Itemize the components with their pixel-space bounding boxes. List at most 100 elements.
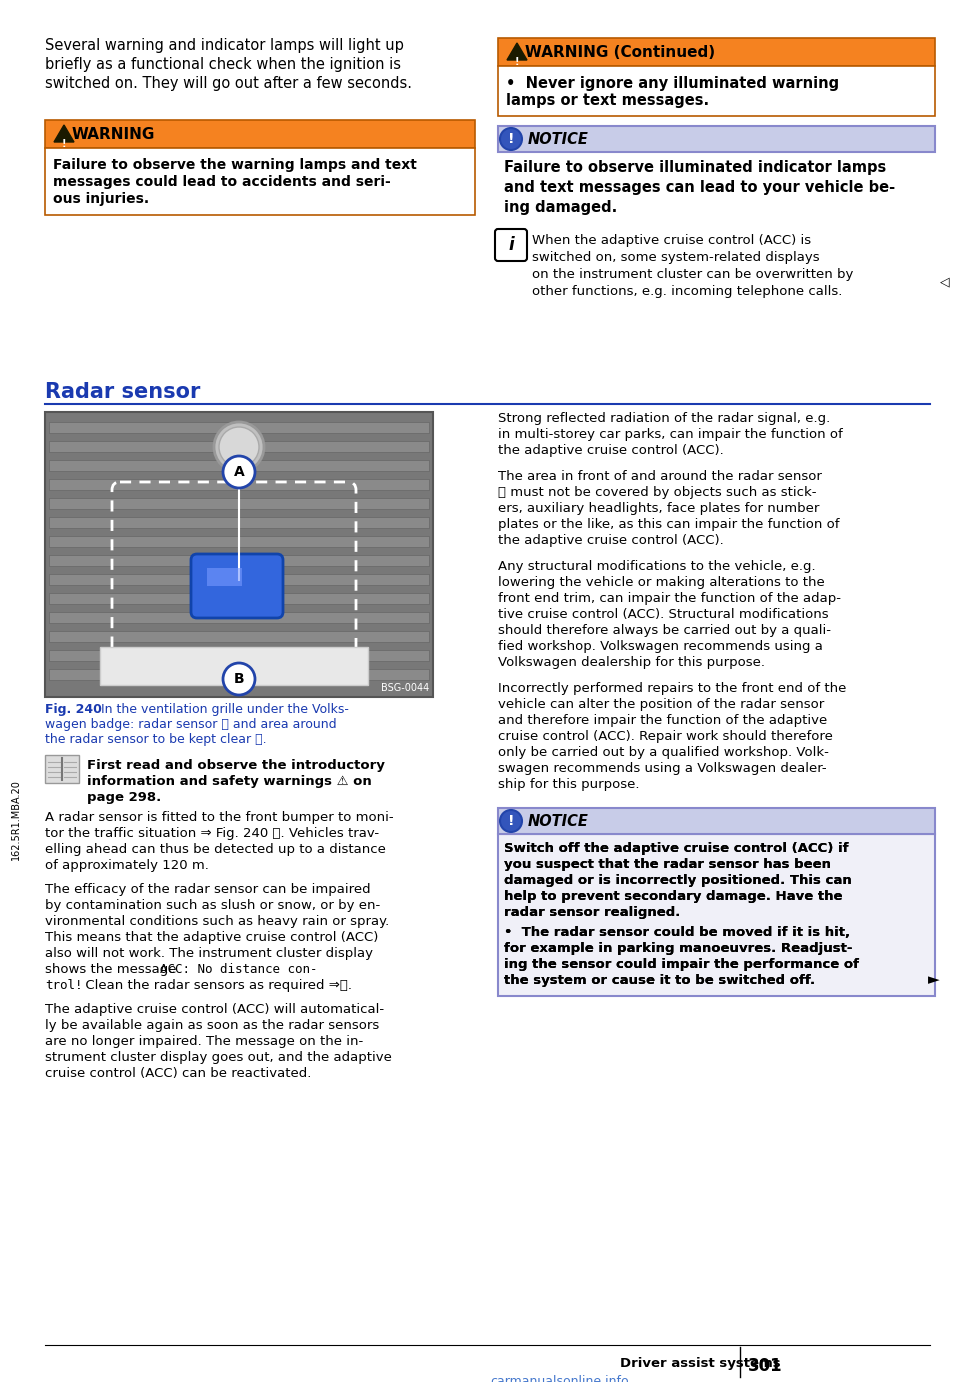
Text: ing damaged.: ing damaged. — [504, 200, 617, 216]
Circle shape — [500, 129, 522, 151]
Text: ACC: No distance con-: ACC: No distance con- — [160, 963, 318, 976]
Text: lamps or text messages.: lamps or text messages. — [506, 93, 709, 108]
Text: When the adaptive cruise control (ACC) is: When the adaptive cruise control (ACC) i… — [532, 234, 811, 247]
Text: ly be available again as soon as the radar sensors: ly be available again as soon as the rad… — [45, 1019, 379, 1032]
Text: radar sensor realigned.: radar sensor realigned. — [504, 907, 681, 919]
Text: cruise control (ACC) can be reactivated.: cruise control (ACC) can be reactivated. — [45, 1067, 311, 1079]
Text: wagen badge: radar sensor Ⓐ and area around: wagen badge: radar sensor Ⓐ and area aro… — [45, 719, 337, 731]
Text: page 298.: page 298. — [87, 791, 161, 804]
Bar — [49, 460, 429, 471]
Text: the radar sensor to be kept clear Ⓑ.: the radar sensor to be kept clear Ⓑ. — [45, 732, 267, 746]
Circle shape — [223, 663, 255, 695]
Text: •  Never ignore any illuminated warning: • Never ignore any illuminated warning — [506, 76, 839, 91]
Text: tor the traffic situation ⇒ Fig. 240 Ⓐ. Vehicles trav-: tor the traffic situation ⇒ Fig. 240 Ⓐ. … — [45, 826, 379, 840]
Text: shows the message: shows the message — [45, 963, 180, 976]
Text: plates or the like, as this can impair the function of: plates or the like, as this can impair t… — [498, 518, 839, 531]
Text: briefly as a functional check when the ignition is: briefly as a functional check when the i… — [45, 57, 401, 72]
Text: vironmental conditions such as heavy rain or spray.: vironmental conditions such as heavy rai… — [45, 915, 389, 927]
Text: ous injuries.: ous injuries. — [53, 192, 149, 206]
Bar — [49, 669, 429, 680]
Bar — [498, 126, 935, 152]
Text: •  The radar sensor could be moved if it is hit,: • The radar sensor could be moved if it … — [504, 926, 851, 938]
Text: messages could lead to accidents and seri-: messages could lead to accidents and ser… — [53, 176, 391, 189]
Text: should therefore always be carried out by a quali-: should therefore always be carried out b… — [498, 625, 831, 637]
Text: This means that the adaptive cruise control (ACC): This means that the adaptive cruise cont… — [45, 931, 378, 944]
Text: !: ! — [515, 57, 519, 66]
Text: lowering the vehicle or making alterations to the: lowering the vehicle or making alteratio… — [498, 576, 825, 589]
Text: front end trim, can impair the function of the adap-: front end trim, can impair the function … — [498, 591, 841, 605]
Bar — [49, 593, 429, 604]
Bar — [49, 612, 429, 623]
Text: swagen recommends using a Volkswagen dealer-: swagen recommends using a Volkswagen dea… — [498, 761, 827, 775]
Text: ing the sensor could impair the performance of: ing the sensor could impair the performa… — [504, 958, 859, 972]
Text: Incorrectly performed repairs to the front end of the: Incorrectly performed repairs to the fro… — [498, 681, 847, 695]
Text: the adaptive cruise control (ACC).: the adaptive cruise control (ACC). — [498, 533, 724, 547]
Text: NOTICE: NOTICE — [528, 814, 588, 828]
Text: Any structural modifications to the vehicle, e.g.: Any structural modifications to the vehi… — [498, 560, 816, 574]
Text: The adaptive cruise control (ACC) will automatical-: The adaptive cruise control (ACC) will a… — [45, 1003, 384, 1016]
Text: A radar sensor is fitted to the front bumper to moni-: A radar sensor is fitted to the front bu… — [45, 811, 394, 824]
Text: ship for this purpose.: ship for this purpose. — [498, 778, 639, 791]
Text: only be carried out by a qualified workshop. Volk-: only be carried out by a qualified works… — [498, 746, 828, 759]
Text: carmanualsonline.info: carmanualsonline.info — [490, 1375, 629, 1382]
Text: !: ! — [508, 814, 515, 828]
Bar — [49, 556, 429, 567]
Text: you suspect that the radar sensor has been: you suspect that the radar sensor has be… — [504, 858, 831, 871]
Bar — [49, 574, 429, 585]
Text: on the instrument cluster can be overwritten by: on the instrument cluster can be overwri… — [532, 268, 853, 281]
Text: the system or cause it to be switched off.: the system or cause it to be switched of… — [504, 974, 815, 987]
Text: strument cluster display goes out, and the adaptive: strument cluster display goes out, and t… — [45, 1050, 392, 1064]
Bar — [49, 441, 429, 452]
Text: and therefore impair the function of the adaptive: and therefore impair the function of the… — [498, 714, 828, 727]
Text: The area in front of and around the radar sensor: The area in front of and around the rada… — [498, 470, 822, 482]
Text: i: i — [508, 236, 514, 254]
Text: tive cruise control (ACC). Structural modifications: tive cruise control (ACC). Structural mo… — [498, 608, 828, 621]
Text: ers, auxiliary headlights, face plates for number: ers, auxiliary headlights, face plates f… — [498, 502, 820, 515]
FancyBboxPatch shape — [191, 554, 283, 618]
Bar — [49, 480, 429, 491]
Text: help to prevent secondary damage. Have the: help to prevent secondary damage. Have t… — [504, 890, 843, 902]
Text: trol!: trol! — [45, 978, 83, 992]
Text: of approximately 120 m.: of approximately 120 m. — [45, 860, 209, 872]
Bar — [45, 755, 79, 784]
Bar — [49, 536, 429, 547]
Text: B: B — [233, 672, 244, 685]
Bar — [498, 808, 935, 833]
Text: vehicle can alter the position of the radar sensor: vehicle can alter the position of the ra… — [498, 698, 825, 710]
Text: Failure to observe illuminated indicator lamps: Failure to observe illuminated indicator… — [504, 160, 886, 176]
Bar — [45, 120, 475, 148]
Text: information and safety warnings ⚠ on: information and safety warnings ⚠ on — [87, 775, 372, 788]
Bar — [498, 833, 935, 996]
Text: the adaptive cruise control (ACC).: the adaptive cruise control (ACC). — [498, 444, 724, 457]
Text: damaged or is incorrectly positioned. This can: damaged or is incorrectly positioned. Th… — [504, 873, 852, 887]
Bar — [498, 66, 935, 116]
Text: 301: 301 — [748, 1357, 782, 1375]
Text: Switch off the adaptive cruise control (ACC) if: Switch off the adaptive cruise control (… — [504, 842, 849, 855]
Text: Volkswagen dealership for this purpose.: Volkswagen dealership for this purpose. — [498, 656, 765, 669]
Text: Strong reflected radiation of the radar signal, e.g.: Strong reflected radiation of the radar … — [498, 412, 830, 426]
Text: ►: ► — [928, 973, 940, 988]
Text: Fig. 240: Fig. 240 — [45, 703, 102, 716]
Text: switched on, some system-related displays: switched on, some system-related display… — [532, 252, 820, 264]
Bar — [498, 37, 935, 66]
Text: you suspect that the radar sensor has been: you suspect that the radar sensor has be… — [504, 858, 831, 871]
Text: The efficacy of the radar sensor can be impaired: The efficacy of the radar sensor can be … — [45, 883, 371, 896]
Text: !: ! — [508, 133, 515, 146]
Text: BSG-0044: BSG-0044 — [381, 683, 429, 692]
Bar — [100, 647, 368, 685]
Bar — [49, 517, 429, 528]
Bar — [207, 568, 242, 586]
Bar — [49, 422, 429, 433]
Text: WARNING: WARNING — [72, 127, 156, 141]
Text: WARNING (Continued): WARNING (Continued) — [525, 44, 715, 59]
Text: for example in parking manoeuvres. Readjust-: for example in parking manoeuvres. Readj… — [504, 943, 852, 955]
Text: A: A — [233, 464, 245, 480]
Text: First read and observe the introductory: First read and observe the introductory — [87, 759, 385, 773]
Text: . Clean the radar sensors as required ⇒ⓘ.: . Clean the radar sensors as required ⇒ⓘ… — [77, 978, 352, 992]
Text: ing the sensor could impair the performance of: ing the sensor could impair the performa… — [504, 958, 859, 972]
Text: Driver assist systems: Driver assist systems — [620, 1357, 780, 1370]
Bar — [45, 412, 433, 697]
Bar — [45, 148, 475, 216]
FancyBboxPatch shape — [495, 229, 527, 261]
Text: switched on. They will go out after a few seconds.: switched on. They will go out after a fe… — [45, 76, 412, 91]
